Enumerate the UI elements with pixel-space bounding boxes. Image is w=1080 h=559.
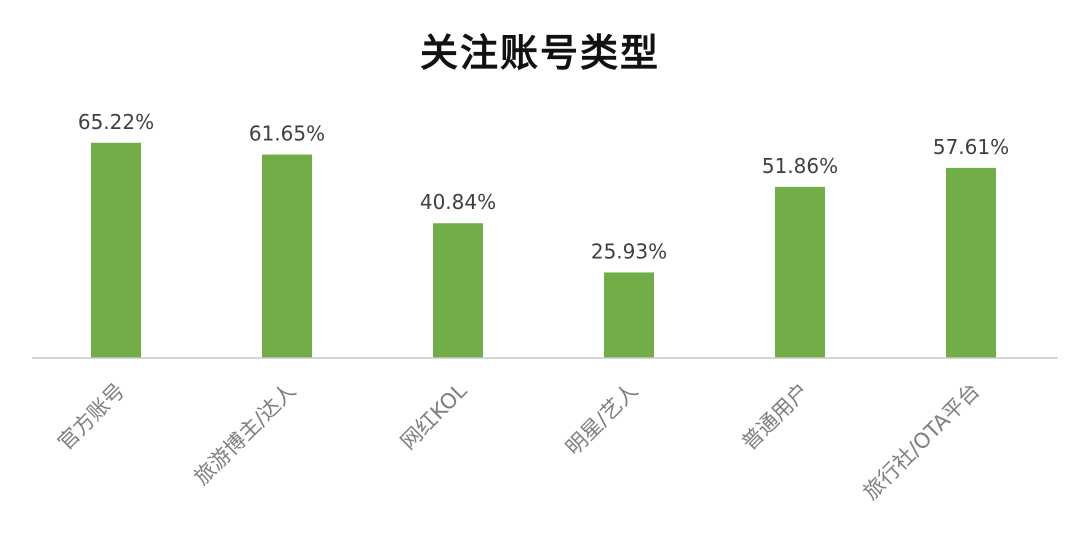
- category-label-3: 明星/艺人: [561, 379, 642, 460]
- data-label-1: 61.65%: [249, 122, 325, 146]
- data-labels-layer: 65.22% 61.65% 40.84% 25.93% 51.86% 57.61%: [78, 110, 1009, 264]
- bars-layer: [91, 142, 996, 358]
- bar-1: [262, 154, 312, 358]
- data-label-2: 40.84%: [420, 190, 496, 214]
- category-labels-layer: 官方账号 旅游博主/达人 网红KOL 明星/艺人 普通用户 旅行社/OTA平台: [53, 378, 984, 504]
- bar-4: [775, 186, 825, 358]
- data-label-4: 51.86%: [762, 154, 838, 178]
- category-label-0: 官方账号: [53, 379, 129, 455]
- bar-0: [91, 142, 141, 358]
- data-label-0: 65.22%: [78, 110, 154, 134]
- data-label-5: 57.61%: [933, 135, 1009, 159]
- chart-title: 关注账号类型: [419, 30, 660, 75]
- category-label-5: 旅行社/OTA平台: [859, 379, 985, 505]
- category-label-2: 网红KOL: [396, 378, 472, 454]
- bar-5: [946, 167, 996, 358]
- data-label-3: 25.93%: [591, 239, 667, 263]
- bar-3: [604, 272, 654, 358]
- bar-2: [433, 223, 483, 358]
- category-label-4: 普通用户: [737, 379, 813, 455]
- category-label-1: 旅游博主/达人: [189, 379, 300, 490]
